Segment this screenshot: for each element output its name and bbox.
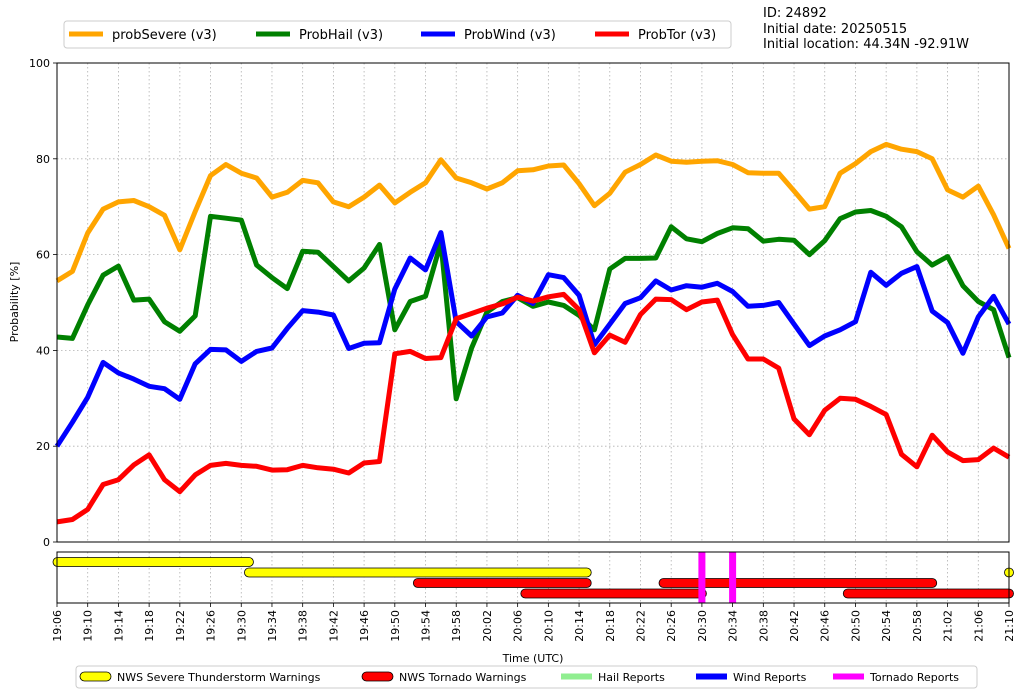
series-legend: probSevere (v3) ProbHail (v3) ProbWind (v3… <box>63 20 732 49</box>
initial-location: Initial location: 44.34N -92.91W <box>763 37 970 52</box>
legend-label: Tornado Reports <box>869 671 959 684</box>
y-tick-label: 0 <box>43 536 50 549</box>
series-lines <box>54 141 1012 525</box>
x-tick-label: 20:06 <box>512 610 525 642</box>
legend-swatch <box>361 671 394 682</box>
x-tick-label: 20:10 <box>542 610 555 642</box>
x-tick-label: 20:30 <box>696 610 709 642</box>
tornado-warning-bar <box>842 588 1014 599</box>
legend-label: probSevere (v3) <box>112 28 217 43</box>
x-tick-label: 20:22 <box>634 610 647 642</box>
x-tick-label: 20:26 <box>665 610 678 642</box>
x-tick-label: 19:14 <box>112 610 125 642</box>
x-tick-label: 19:06 <box>51 610 64 642</box>
x-tick-label: 19:50 <box>389 610 402 642</box>
legend-frame <box>63 20 732 49</box>
legend-swatch <box>79 671 112 682</box>
severe-warning-bar <box>52 557 254 567</box>
x-tick-label: 19:42 <box>327 610 340 642</box>
series-line <box>54 230 1012 448</box>
x-tick-label: 21:02 <box>942 610 955 642</box>
legend-label: ProbWind (v3) <box>464 28 556 43</box>
x-tick-label: 19:58 <box>450 610 463 642</box>
x-tick-label: 20:46 <box>819 610 832 642</box>
x-tick-label: 19:26 <box>205 610 218 642</box>
x-tick-label: 19:10 <box>82 610 95 642</box>
severe-warning-bar <box>244 567 592 578</box>
warnings-panel-frame <box>56 551 1010 604</box>
x-axis-label: Time (UTC) <box>502 652 564 665</box>
warnings-legend: NWS Severe Thunderstorm Warnings NWS Torn… <box>75 665 978 689</box>
x-tick-label: 19:38 <box>297 610 310 642</box>
legend-label: Wind Reports <box>733 671 807 684</box>
x-tick-label: 20:54 <box>880 610 893 642</box>
legend-label: Hail Reports <box>598 671 665 684</box>
y-tick-label: 20 <box>36 440 50 453</box>
main-plot-frame <box>56 62 1010 543</box>
x-tick-label: 19:18 <box>143 610 156 642</box>
x-tick-label: 21:10 <box>1003 610 1016 642</box>
grid-lines <box>57 63 1009 603</box>
legend-label: ProbTor (v3) <box>638 28 716 43</box>
series-line <box>56 291 1011 525</box>
y-tick-label: 40 <box>36 344 50 357</box>
x-tick-label: 20:38 <box>757 610 770 642</box>
x-tick-label: 20:14 <box>573 610 586 642</box>
series-line <box>56 208 1012 402</box>
warnings-panel <box>52 552 1014 603</box>
x-tick-label: 21:06 <box>972 610 985 642</box>
storm-info: ID: 24892 Initial date: 20250515 Initial… <box>763 6 969 53</box>
legend-frame <box>75 665 978 689</box>
initial-date: Initial date: 20250515 <box>763 21 908 37</box>
x-tick-label: 20:02 <box>481 610 494 642</box>
legend-label: NWS Severe Thunderstorm Warnings <box>117 671 321 684</box>
x-tick-label: 20:42 <box>788 610 801 642</box>
series-line <box>55 141 1012 284</box>
x-tick-label: 19:46 <box>358 610 371 642</box>
tornado-warning-bar <box>412 578 592 588</box>
legend-label: NWS Tornado Warnings <box>399 671 527 684</box>
tornado-report-marker <box>729 552 737 603</box>
x-tick-label: 20:34 <box>727 610 740 642</box>
y-axis: 0 20 40 60 80 100 <box>29 57 57 549</box>
tornado-report-marker <box>698 552 706 603</box>
y-tick-label: 80 <box>36 153 50 166</box>
y-tick-label: 60 <box>36 249 50 262</box>
x-tick-label: 19:34 <box>266 610 279 642</box>
x-axis: 19:06 19:10 19:14 19:18 19:22 19:26 19:30 19:34… <box>51 603 1016 642</box>
x-tick-label: 20:18 <box>604 610 617 642</box>
x-tick-label: 19:30 <box>235 610 248 642</box>
tornado-warning-bar <box>658 578 938 588</box>
x-tick-label: 19:54 <box>420 610 433 642</box>
legend-label: ProbHail (v3) <box>299 28 383 43</box>
y-axis-label: Probability [%] <box>8 262 21 343</box>
storm-id: ID: 24892 <box>763 6 827 21</box>
x-tick-label: 20:58 <box>911 610 924 642</box>
tornado-warning-bar <box>520 588 707 599</box>
x-tick-label: 19:22 <box>174 610 187 642</box>
x-tick-label: 20:50 <box>849 610 862 642</box>
y-tick-label: 100 <box>29 57 50 70</box>
